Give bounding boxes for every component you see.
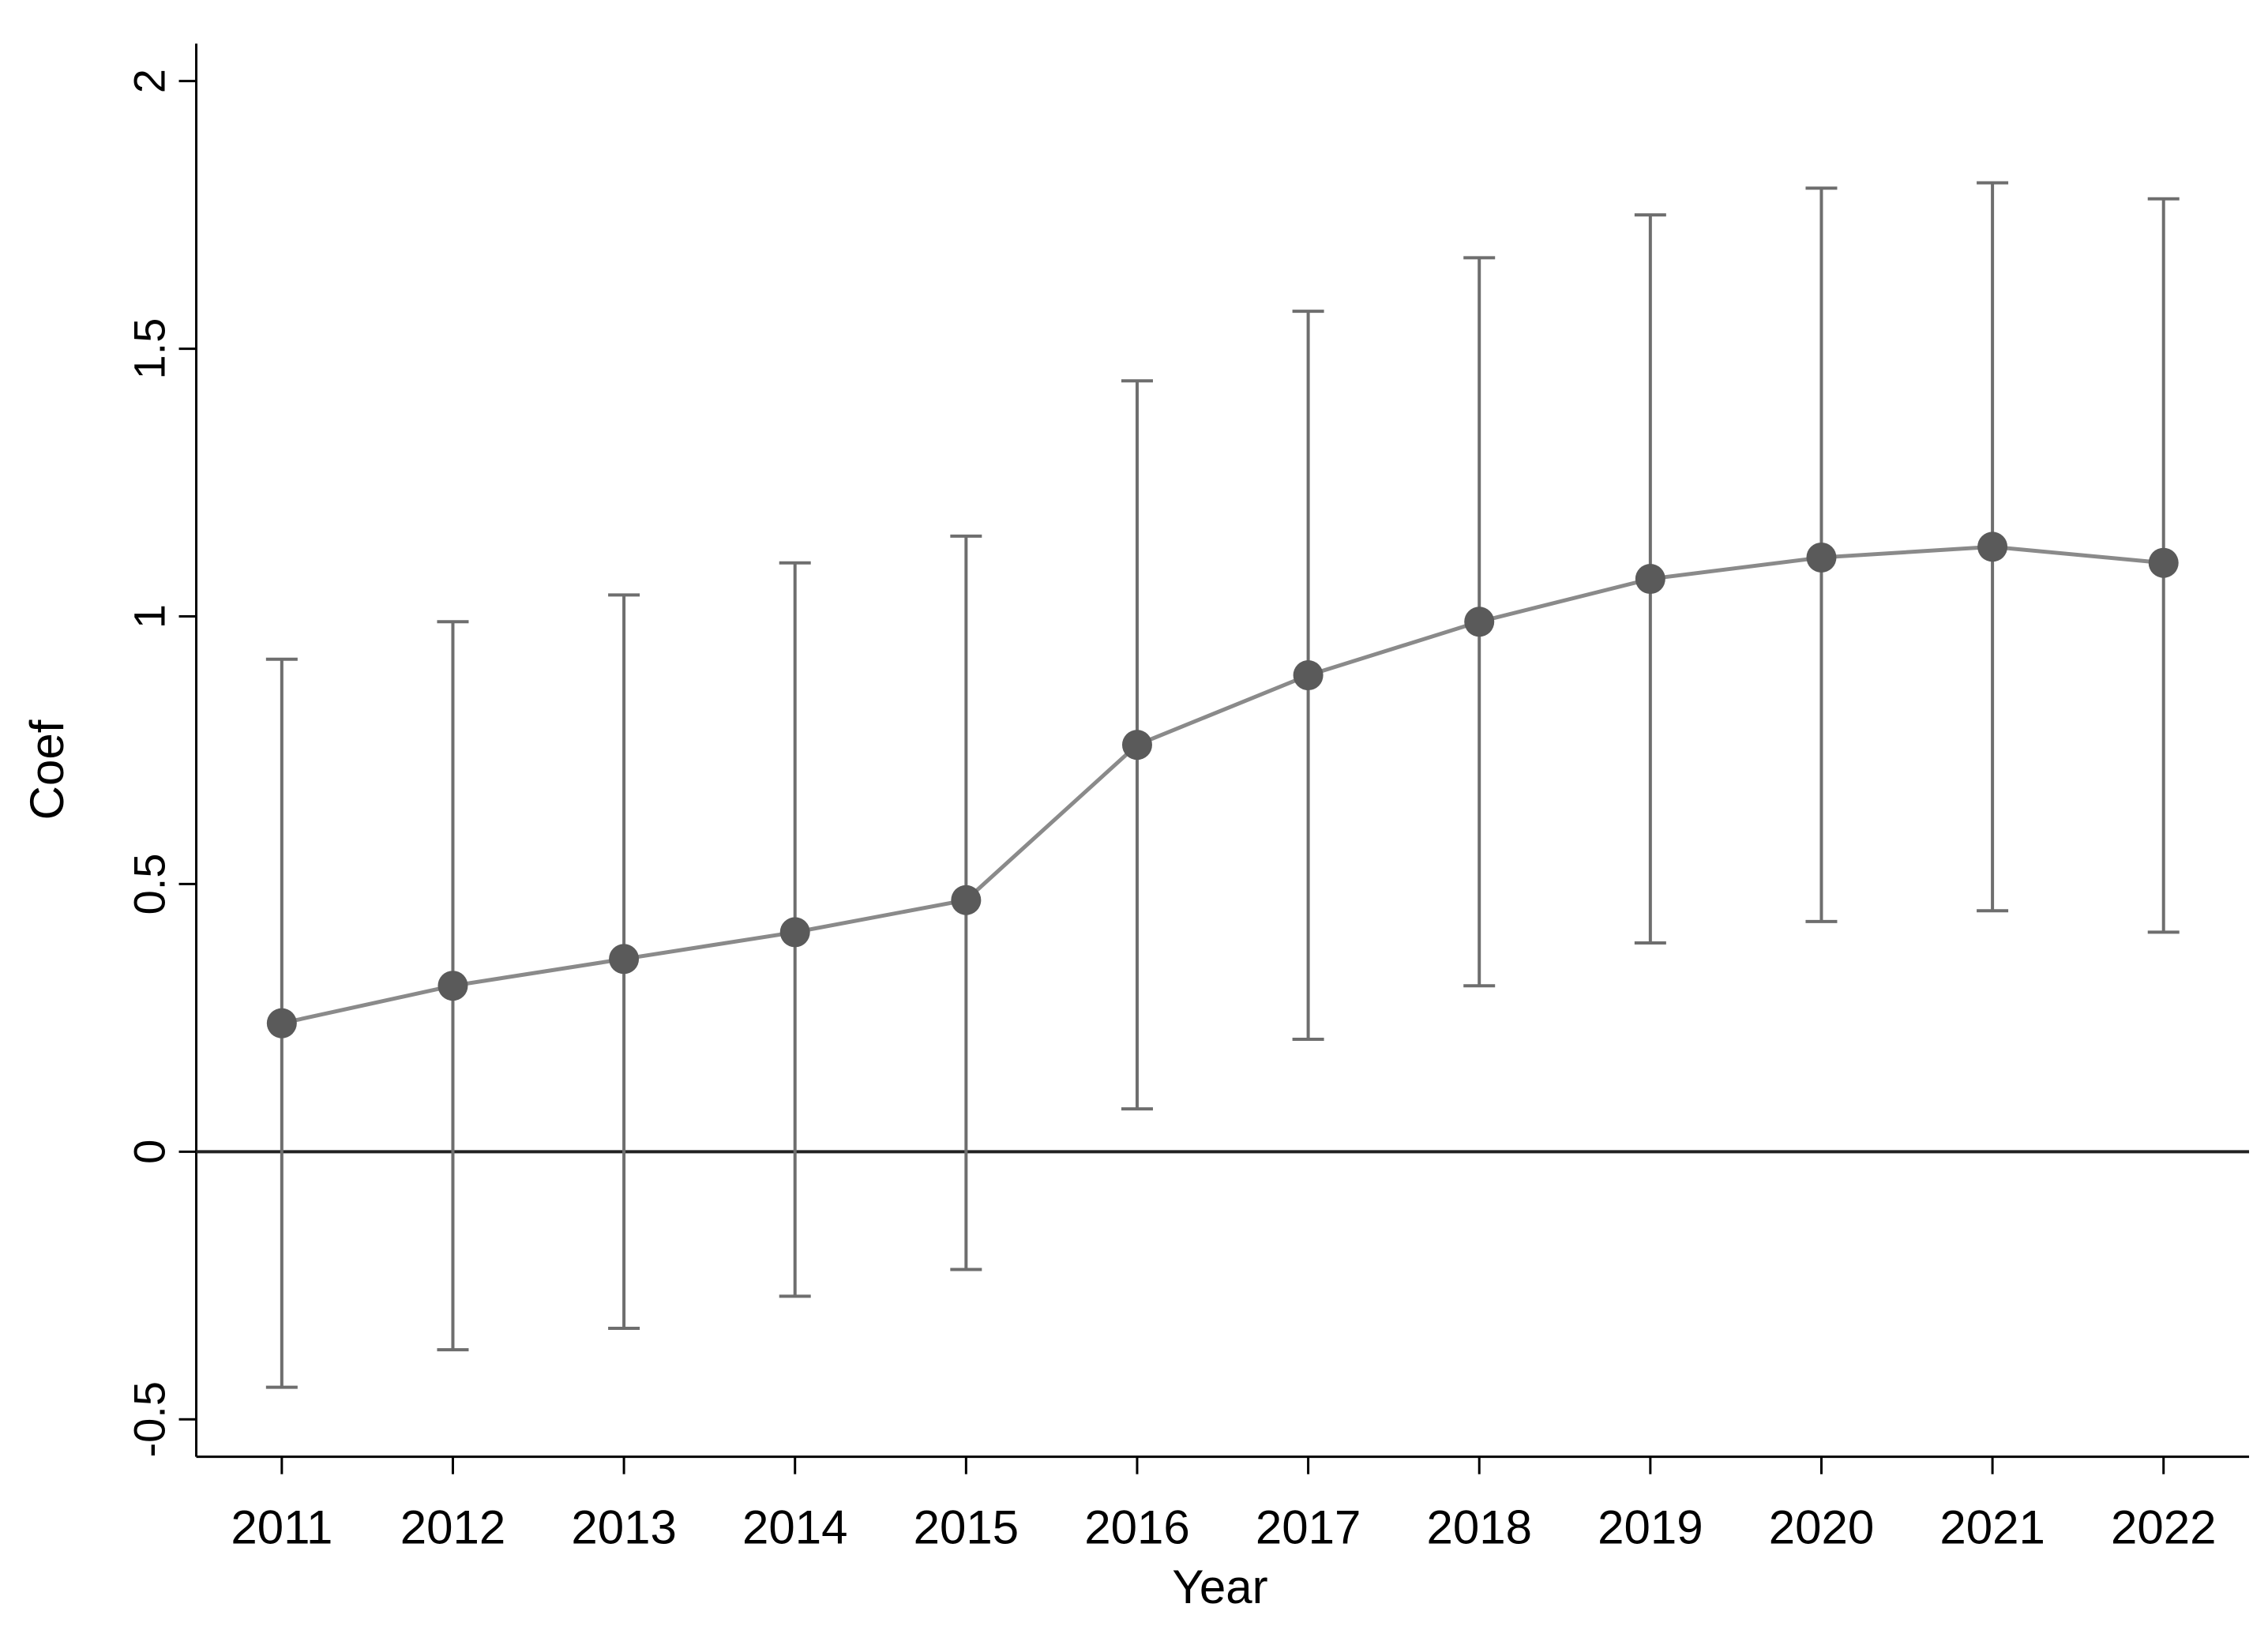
- x-axis-label: Year: [1172, 1561, 1267, 1613]
- y-tick-label: 2: [125, 69, 175, 93]
- y-tick-label: 0: [125, 1140, 175, 1164]
- x-tick-label: 2015: [914, 1501, 1019, 1554]
- x-tick-label: 2014: [742, 1501, 847, 1554]
- data-point: [779, 917, 810, 948]
- y-tick-label: -0.5: [125, 1381, 175, 1458]
- data-point: [437, 971, 468, 1001]
- x-tick-label: 2022: [2111, 1501, 2216, 1554]
- series-line: [281, 544, 2164, 1026]
- data-point: [266, 1008, 297, 1038]
- data-point: [951, 884, 982, 915]
- y-tick-label: 0.5: [125, 853, 175, 915]
- data-point: [1121, 730, 1152, 761]
- x-tick-label: 2013: [571, 1501, 676, 1554]
- data-point: [1464, 607, 1495, 637]
- x-tick-label: 2016: [1084, 1501, 1189, 1554]
- data-point: [1806, 542, 1837, 573]
- y-tick-label: 1: [125, 604, 175, 629]
- x-tick-label: 2012: [400, 1501, 505, 1554]
- y-tick-label: 1.5: [125, 318, 175, 380]
- x-tick-label: 2018: [1426, 1501, 1531, 1554]
- x-tick-label: 2021: [1939, 1501, 2045, 1554]
- x-tick-label: 2017: [1256, 1501, 1361, 1554]
- x-tick-label: 2019: [1598, 1501, 1703, 1554]
- x-tick-label: 2020: [1769, 1501, 1874, 1554]
- data-point: [2148, 547, 2179, 578]
- data-point: [609, 944, 640, 975]
- data-point: [1293, 660, 1324, 691]
- y-axis-label: Coef: [21, 719, 73, 820]
- data-point: [1977, 531, 2008, 562]
- data-point: [1635, 564, 1665, 595]
- x-tick-label: 2011: [231, 1501, 332, 1554]
